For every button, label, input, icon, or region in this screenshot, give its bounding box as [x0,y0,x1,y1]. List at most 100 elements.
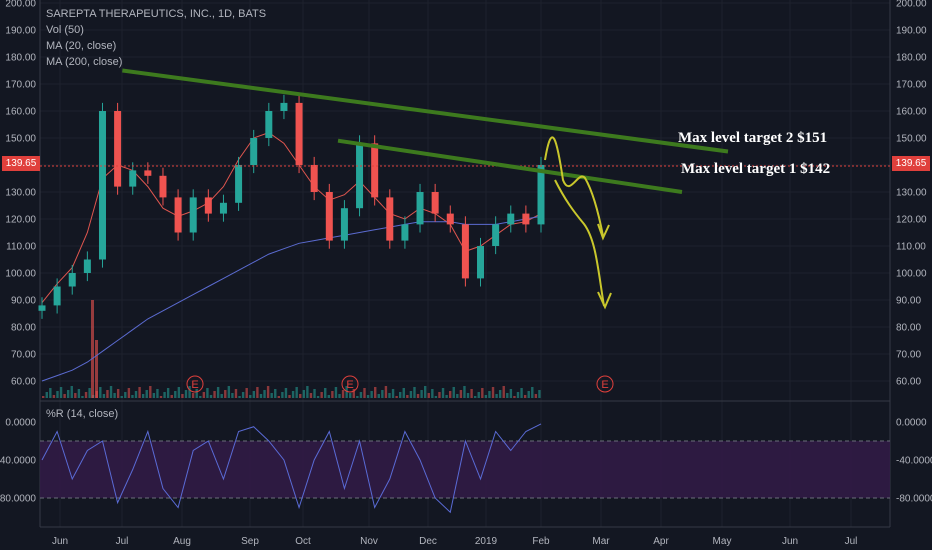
price-axis-tick-left: 60.00 [11,377,36,388]
volume-spike [91,300,94,398]
volume-bar [88,388,91,398]
volume-bar [349,393,352,398]
volume-bar [538,390,541,398]
volume-bar [459,390,463,398]
candle-body [537,165,545,225]
volume-bar [84,392,88,398]
candle-body [507,213,515,225]
volume-bar [74,393,77,398]
volume-bar [174,391,177,398]
upper-trendline [122,68,729,154]
earnings-marker [341,375,359,393]
candle-body [356,143,364,209]
volume-bar [145,390,148,398]
volume-bar [241,392,245,398]
time-axis-tick: Oct [295,536,311,547]
volume-bar [473,396,477,398]
volume-bar [184,390,188,398]
volume-bar [309,393,313,398]
ma20-line [41,132,542,304]
price-axis-tick-left: 70.00 [11,350,36,361]
volume-bar [270,393,273,398]
candle-body [280,102,288,111]
volume-bar [81,396,84,398]
volume-bar [181,394,184,398]
williams-r-legend[interactable]: %R (14, close) [46,408,119,420]
volume-bar [141,394,145,398]
volume-bar [170,395,173,398]
time-axis-tick: Nov [360,536,378,547]
symbol-title: SAREPTA THERAPEUTICS, INC., 1D, BATS [46,8,267,20]
price-axis-tick-right: 160.00 [896,107,927,118]
volume-bar [509,389,513,398]
volume-bar [149,386,152,398]
price-axis-tick-right: 190.00 [896,26,927,37]
chart-legend: SAREPTA THERAPEUTICS, INC., 1D, BATS Vol… [46,6,266,70]
volume-bar [188,386,191,398]
price-axis-tick-left: 80.00 [11,323,36,334]
volume-bar [120,396,123,398]
volume-bar [506,393,509,398]
volume-bar [63,394,66,398]
candle-body [189,197,197,233]
volume-bar [338,394,341,398]
volume-bar [374,387,377,398]
volume-bar [313,389,316,398]
volume-bar [481,388,484,398]
volume-bar [159,396,163,398]
price-axis-tick-right: 110.00 [896,242,926,253]
candle-body [53,286,61,306]
volume-bar [488,391,491,398]
volume-bar [163,392,166,398]
time-axis-tick: Apr [653,536,669,547]
projection-path-1 [544,136,604,237]
time-axis-tick: Jul [116,536,129,547]
volume-bar [477,392,480,398]
candle-body [295,102,303,165]
volume-bar [224,390,227,398]
volume-bar [441,388,445,398]
volume-bar [259,394,263,398]
volume-bar [288,395,291,398]
earnings-marker-label: E [191,379,198,391]
candle-body [401,224,409,241]
osc-axis-tick-left: -80.0000 [0,494,36,505]
price-axis-tick-left: 90.00 [11,296,36,307]
volume-bar [359,392,363,398]
volume-bar [152,393,156,398]
volume-bar [191,393,195,398]
volume-bar [306,386,309,398]
ma200-legend[interactable]: MA (200, close) [46,56,123,68]
target-2-annotation: Max level target 2 $151 [678,130,828,146]
volume-bar [434,396,438,398]
volume-bar [316,396,320,398]
volume-bar [363,388,366,398]
volume-bar [209,395,213,398]
lower-trendline [337,138,683,194]
ma200-line [41,215,542,382]
volume-bar [113,393,116,398]
candle-body [174,197,182,233]
volume-bar [345,386,348,398]
volume-bar [238,396,241,398]
volume-bar [216,387,220,398]
price-axis-tick-right: 90.00 [896,296,921,307]
ma20-legend[interactable]: MA (20, close) [46,40,117,52]
earnings-marker-label: E [601,379,608,391]
volume-bar [266,386,270,398]
volume-bar [202,392,206,398]
time-axis-tick: Sep [241,536,259,547]
volume-bar [431,389,434,398]
volume-bar [59,387,63,398]
price-axis-tick-left: 150.00 [5,134,36,145]
price-axis-tick-left: 200.00 [5,0,36,10]
volume-legend[interactable]: Vol (50) [46,24,84,36]
volume-bar [370,391,373,398]
volume-bar [199,396,202,398]
time-axis-tick: Mar [592,536,610,547]
volume-bar [52,395,56,398]
candle-body [38,305,46,311]
candle-body [204,197,212,214]
volume-bar [384,386,388,398]
